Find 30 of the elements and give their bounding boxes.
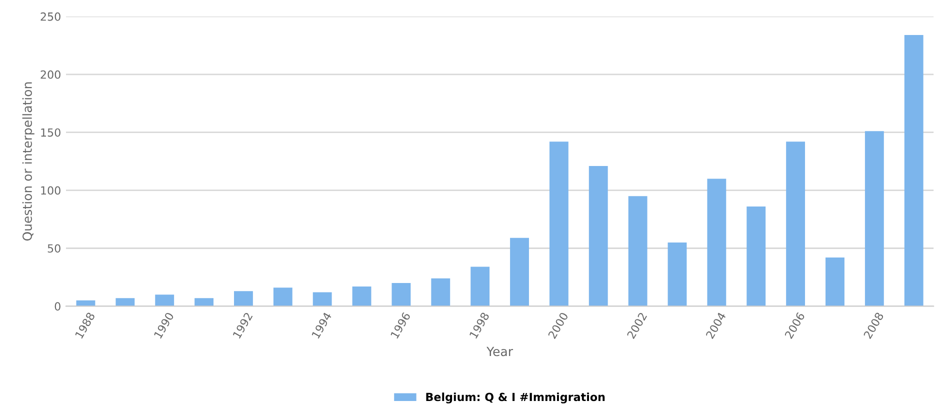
y-tick-label: 0: [54, 302, 60, 311]
bar: [470, 266, 490, 306]
bar: [588, 166, 608, 306]
bar: [234, 291, 253, 306]
bar: [864, 131, 884, 306]
legend-label: Belgium: Q & I #Immigration: [426, 392, 605, 404]
y-tick-label: 200: [40, 70, 60, 79]
y-tick-label: 100: [41, 186, 60, 195]
bar: [668, 242, 687, 306]
bar: [116, 298, 135, 306]
x-axis-title: Year: [486, 346, 514, 356]
bar: [628, 196, 648, 306]
bar: [194, 298, 214, 306]
bar: [786, 142, 806, 306]
bar: [392, 283, 411, 306]
y-tick-label: 150: [41, 128, 60, 137]
y-tick-label: 250: [40, 12, 60, 21]
bar: [707, 178, 726, 306]
bar: [273, 288, 292, 306]
bar: [826, 258, 844, 306]
bar: [155, 294, 174, 306]
bar: [746, 206, 766, 306]
y-axis-title: Question or interpellation: [22, 82, 34, 241]
bar: [904, 34, 924, 306]
y-tick-label: 50: [48, 244, 60, 253]
bar: [352, 286, 372, 306]
bar: [312, 292, 332, 306]
bar: [510, 238, 529, 306]
bar: [549, 142, 568, 306]
bar: [431, 278, 450, 306]
